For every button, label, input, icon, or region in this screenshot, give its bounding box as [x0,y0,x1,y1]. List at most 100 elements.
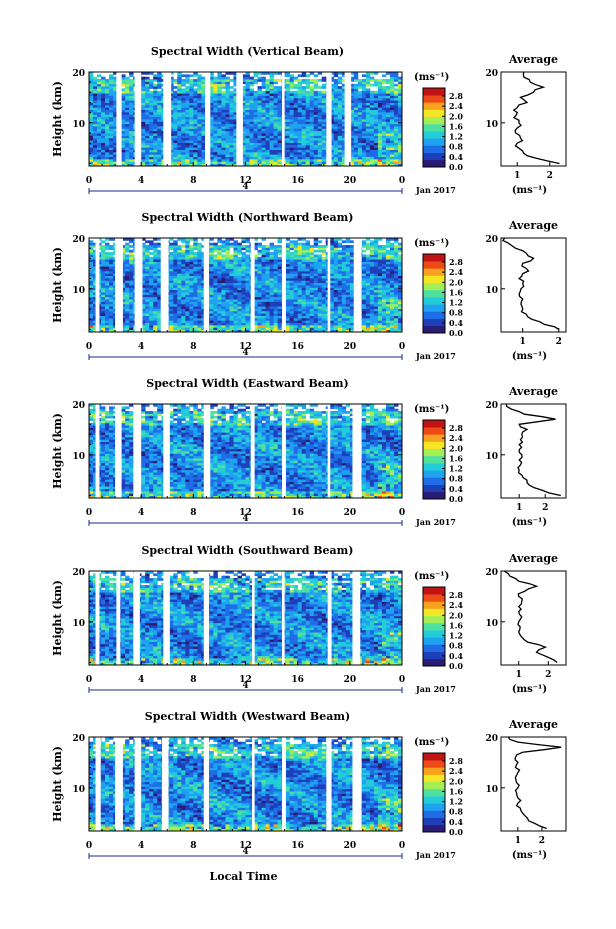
heatmap-cell [273,277,278,281]
heatmap-cell [93,301,98,305]
heatmap-cell [105,126,110,129]
heatmap-cell [189,74,194,78]
heatmap-cell [97,107,102,110]
heatmap-cell [337,123,343,127]
heatmap-cell [93,97,98,101]
heatmap-cell [201,277,206,281]
heatmap-cell [177,322,182,326]
heatmap-cell [289,282,295,286]
heatmap-cell [373,296,379,300]
heatmap-cell [353,163,359,167]
heatmap-cell [321,111,327,115]
heatmap-cell [249,119,254,122]
heatmap-cell [273,308,278,312]
heatmap-cell [349,156,355,160]
heatmap-cell [101,154,106,157]
heatmap-cell [109,100,114,103]
heatmap-cell [393,147,399,150]
heatmap-cell [149,285,154,288]
heatmap-cell [381,111,387,115]
heatmap-cell [201,317,206,321]
heatmap-cell [153,313,158,316]
heatmap-cell [109,97,114,101]
heatmap-cell [157,310,162,314]
heatmap-cell [261,126,266,129]
heatmap-cell [181,109,186,113]
heatmap-cell [145,329,150,333]
heatmap-cell [309,135,315,139]
heatmap-cell [301,292,307,295]
heatmap-cell [213,119,218,122]
heatmap-cell [285,313,291,316]
heatmap-cell [229,310,234,314]
heatmap-cell [317,275,323,279]
heatmap-cell [173,107,178,110]
heatmap-cell [261,285,266,288]
heatmap-cell [181,114,186,118]
heatmap-cell [101,126,106,129]
heatmap-cell [301,147,307,150]
heatmap-cell [221,86,226,89]
heatmap-cell [93,102,98,106]
heatmap-cell [193,320,198,323]
heatmap-cell [113,140,118,143]
heatmap-cell [357,144,363,148]
heatmap-cell [377,163,383,167]
heatmap-cell [345,277,351,281]
heatmap-cell [221,310,226,314]
heatmap-cell [321,133,327,136]
heatmap-cell [273,140,278,143]
heatmap-cell [185,140,190,143]
heatmap-cell [261,306,266,309]
heatmap-cell [141,161,146,165]
heatmap-cell [317,327,323,331]
heatmap-cell [329,144,335,148]
heatmap-cell [349,121,355,125]
heatmap-cell [369,93,375,96]
heatmap-cell [353,79,359,82]
heatmap-cell [389,107,395,110]
heatmap-cell [253,294,258,298]
heatmap-cell [97,149,102,153]
heatmap-cell [265,313,270,316]
heatmap-cell [145,104,150,108]
heatmap-cell [297,104,303,108]
heatmap-cell [113,137,118,141]
heatmap-cell [297,289,303,293]
heatmap-cell [289,140,295,143]
heatmap-cell [181,320,186,323]
heatmap-cell [93,324,98,328]
heatmap-cell [341,83,347,87]
heatmap-cell [193,93,198,96]
heatmap-cell [333,119,339,122]
heatmap-cell [261,277,266,281]
heatmap-cell [397,79,403,82]
heatmap-cell [157,327,162,331]
heatmap-cell [317,313,323,316]
heatmap-cell [377,79,383,82]
heatmap-cell [201,324,206,328]
heatmap-cell [93,83,98,87]
heatmap-cell [233,289,238,293]
heatmap-cell [313,158,319,162]
heatmap-cell [193,154,198,157]
heatmap-cell [373,299,379,302]
heatmap-cell [241,273,246,276]
heatmap-cell [337,301,343,305]
heatmap-cell [181,308,186,312]
heatmap-cell [241,294,246,298]
heatmap-cell [141,317,146,321]
heatmap-cell [245,287,250,291]
heatmap-cell [293,102,299,106]
heatmap-cell [185,109,190,113]
heatmap-cell [177,303,182,307]
heatmap-cell [109,280,114,284]
heatmap-cell [181,107,186,110]
heatmap-cell [129,306,134,309]
heatmap-cell [173,156,178,160]
heatmap-cell [389,130,395,134]
heatmap-cell [189,81,194,85]
heatmap-cell [177,308,182,312]
heatmap-cell [157,114,162,118]
heatmap-cell [329,287,335,291]
